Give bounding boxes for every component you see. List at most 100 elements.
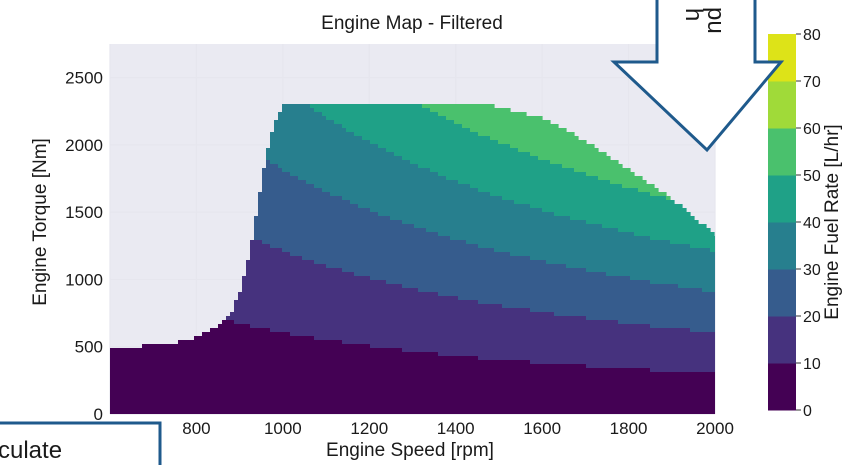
contour-cell [410,164,415,225]
contour-cell [406,352,411,414]
contour-cell [602,152,607,181]
contour-cell [462,240,467,301]
contour-cell [322,340,327,414]
contour-cell [558,264,563,317]
contour-cell [274,248,279,333]
contour-cell [350,272,355,345]
contour-cell [274,332,279,414]
contour-cell [394,284,399,349]
contour-cell [414,288,419,353]
contour-cell [710,292,715,333]
contour-cell [186,340,191,414]
contour-cell [438,356,443,414]
y-tick-label: 0 [94,405,103,424]
contour-cell [194,336,199,414]
contour-cell [314,264,319,341]
contour-cell [374,212,379,281]
contour-cell [370,212,375,281]
contour-cell [434,292,439,353]
contour-cell [638,368,643,414]
contour-cell [442,236,447,297]
contour-cell [566,268,571,317]
contour-cell [534,312,539,365]
contour-cell [562,264,567,317]
contour-cell [626,188,631,233]
contour-cell [438,104,443,117]
contour-cell [318,264,323,341]
contour-cell [486,248,491,305]
contour-cell [338,196,343,269]
colorbar-tick-label: 80 [803,27,821,44]
contour-cell [538,364,543,414]
contour-cell [502,308,507,361]
contour-cell [334,268,339,341]
y-tick-label: 2500 [65,69,103,88]
contour-cell [354,104,359,137]
contour-cell [458,124,463,185]
contour-cell [422,168,427,229]
contour-cell [626,232,631,277]
contour-cell [358,344,363,414]
contour-cell [418,168,423,229]
contour-cell [262,168,267,245]
contour-cell [446,356,451,414]
contour-cell [594,368,599,414]
contour-cell [422,228,427,293]
contour-cell [402,288,407,353]
contour-cell [362,208,367,277]
contour-cell [426,168,431,233]
contour-cell [226,316,231,321]
contour-cell [558,216,563,265]
y-tick-label: 1500 [65,203,103,222]
contour-cell [530,208,535,261]
contour-cell [698,248,703,289]
contour-cell [338,104,343,125]
contour-cell [358,104,363,137]
contour-cell [590,224,595,273]
contour-cell [570,168,575,221]
contour-cell [714,252,715,293]
contour-cell [678,328,683,373]
contour-cell [426,232,431,293]
contour-cell [486,104,491,137]
contour-cell [358,136,363,209]
contour-cell [598,180,603,225]
contour-cell [302,260,307,337]
contour-cell [526,116,531,153]
contour-cell [338,268,343,341]
contour-cell [490,248,495,305]
contour-cell [538,312,543,365]
contour-cell [478,136,483,193]
contour-cell [622,168,627,189]
contour-cell [358,276,363,345]
contour-cell [590,368,595,414]
contour-cell [426,292,431,353]
contour-cell [678,372,683,414]
contour-cell [262,244,267,329]
contour-cell [582,172,587,221]
contour-cell [530,260,535,313]
contour-cell [626,368,631,414]
contour-cell [450,296,455,357]
contour-cell [430,112,435,173]
contour-cell [410,224,415,289]
contour-cell [294,336,299,414]
contour-cell [654,328,659,373]
contour-cell [530,156,535,209]
contour-cell [138,348,143,414]
contour-cell [646,184,651,193]
contour-cell [702,248,707,293]
contour-cell [534,364,539,414]
contour-cell [342,344,347,414]
contour-cell [298,336,303,414]
contour-cell [202,332,207,414]
contour-cell [566,168,571,217]
contour-cell [650,328,655,373]
contour-cell [550,212,555,265]
contour-cell [662,328,667,373]
contour-cell [386,152,391,217]
contour-cell [322,104,327,117]
contour-cell [246,260,251,325]
contour-cell [322,192,327,265]
contour-cell [534,116,539,157]
